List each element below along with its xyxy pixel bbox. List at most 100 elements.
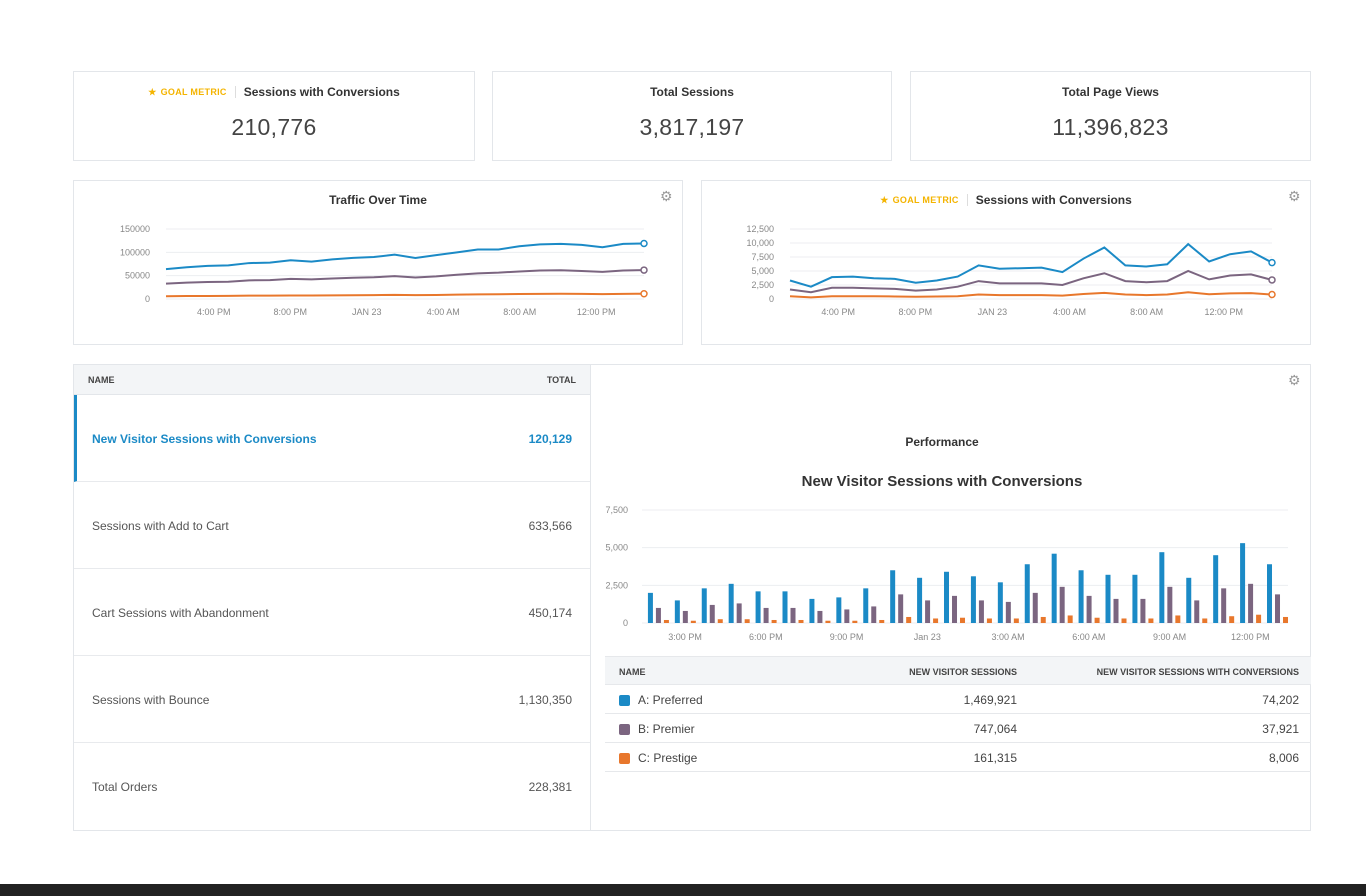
x-tick-label: 4:00 PM [821,307,855,317]
metric-total: 1,130,350 [518,693,572,707]
series-line [789,291,1273,299]
data-point [640,289,648,298]
performance-chart-title: New Visitor Sessions with Conversions [801,473,1083,490]
chart-title: ★ GOAL METRIC Sessions with Conversions [702,193,1310,207]
bar [663,619,669,623]
metric-name: Sessions with Bounce [92,693,210,707]
data-point [640,266,648,274]
y-tick-label: 7,500 [605,505,628,515]
series-line [165,269,645,285]
column-header-name: NAME [88,375,115,385]
row-sessions: 1,469,921 [963,693,1017,707]
y-tick-label: 12,500 [746,224,774,234]
metric-name: Cart Sessions with Abandonment [92,606,269,620]
x-tick-label: 12:00 PM [1205,307,1244,317]
y-tick-label: 150000 [120,224,150,234]
bar [1032,592,1038,623]
bar [1040,616,1046,623]
x-tick-label: JAN 23 [352,307,382,317]
bar [798,619,804,623]
column-header-total: TOTAL [546,375,576,385]
metric-row-total-orders[interactable]: Total Orders 228,381 [74,743,590,830]
y-tick-label: 0 [145,294,150,304]
performance-table: NAME NEW VISITOR SESSIONS NEW VISITOR SE… [605,656,1311,772]
bar [1148,618,1154,623]
metric-row-sessions-with-add-to-cart[interactable]: Sessions with Add to Cart 633,566 [74,482,590,569]
bar [717,619,723,623]
x-tick-label: 3:00 AM [992,632,1025,642]
bar [906,616,912,623]
bar [1067,615,1073,623]
kpi-card-sessions-with-conversions: ★ GOAL METRIC Sessions with Conversions 2… [73,71,475,161]
metric-row-new-visitor-sessions-with-conversions[interactable]: New Visitor Sessions with Conversions 12… [74,395,590,482]
bar [771,619,777,623]
divider [234,86,236,98]
bar [744,619,750,623]
bar [898,594,904,623]
column-header-conversions: NEW VISITOR SESSIONS WITH CONVERSIONS [1096,667,1299,677]
bar [817,610,823,623]
bar [879,619,885,623]
bottom-strip [0,884,1366,896]
bar [736,603,742,623]
metric-row-sessions-with-bounce[interactable]: Sessions with Bounce 1,130,350 [74,656,590,743]
gear-icon[interactable]: ⚙ [1288,372,1301,388]
y-tick-label: 7,500 [751,252,774,262]
metric-total: 228,381 [528,780,572,794]
bar [970,576,976,623]
bar [986,618,992,623]
bar [1248,583,1254,623]
bar [871,606,877,623]
x-tick-label: JAN 23 [978,307,1008,317]
bar [1229,616,1235,623]
bar [978,600,984,623]
table-row: C: Prestige 161,315 8,006 [605,743,1311,772]
bar [1121,618,1127,623]
x-tick-label: 4:00 AM [1053,307,1086,317]
series-line [165,242,645,271]
kpi-title: Total Sessions [650,85,734,99]
traffic-over-time-card: Traffic Over Time ⚙ 150000 100000 50000 0 4:… [73,180,683,345]
bar [674,600,680,623]
bar [852,620,858,623]
x-tick-label: 9:00 AM [1153,632,1186,642]
column-header-name: NAME [619,667,646,677]
x-tick-label: 6:00 PM [749,632,783,642]
bar [1267,564,1273,623]
data-point [1268,258,1276,267]
bar [917,577,923,623]
bar [1024,564,1030,623]
legend-swatch-purple [619,723,630,735]
metric-name: New Visitor Sessions with Conversions [92,432,317,446]
goal-metric-badge: ★ GOAL METRIC [880,194,959,206]
bar [997,582,1003,623]
metric-total: 450,174 [528,606,572,620]
table-row: A: Preferred 1,469,921 74,202 [605,685,1311,714]
bar [655,607,661,623]
y-tick-label: 100000 [120,247,150,257]
metric-name: Sessions with Add to Cart [92,519,229,533]
bar [933,618,939,623]
metric-total: 633,566 [528,519,572,533]
chart-title-text: Sessions with Conversions [975,193,1132,207]
chart-title: Traffic Over Time [329,193,427,207]
bar [1283,616,1289,623]
bar [960,617,966,623]
x-tick-label: 4:00 AM [427,307,460,317]
kpi-card-total-sessions: Total Sessions 3,817,197 [492,71,892,161]
bar [1221,588,1227,623]
bar [1186,577,1192,623]
bar [709,604,715,623]
bar [763,607,769,623]
bar [1256,614,1262,623]
x-tick-label: Jan 23 [914,632,941,642]
bar [790,607,796,623]
bar [755,591,761,623]
row-sessions: 747,064 [973,722,1017,736]
bar [825,620,831,623]
gear-icon[interactable]: ⚙ [660,188,673,204]
metric-row-cart-sessions-with-abandonment[interactable]: Cart Sessions with Abandonment 450,174 [74,569,590,656]
bar [863,588,869,623]
bar [1194,600,1200,623]
gear-icon[interactable]: ⚙ [1288,188,1301,204]
